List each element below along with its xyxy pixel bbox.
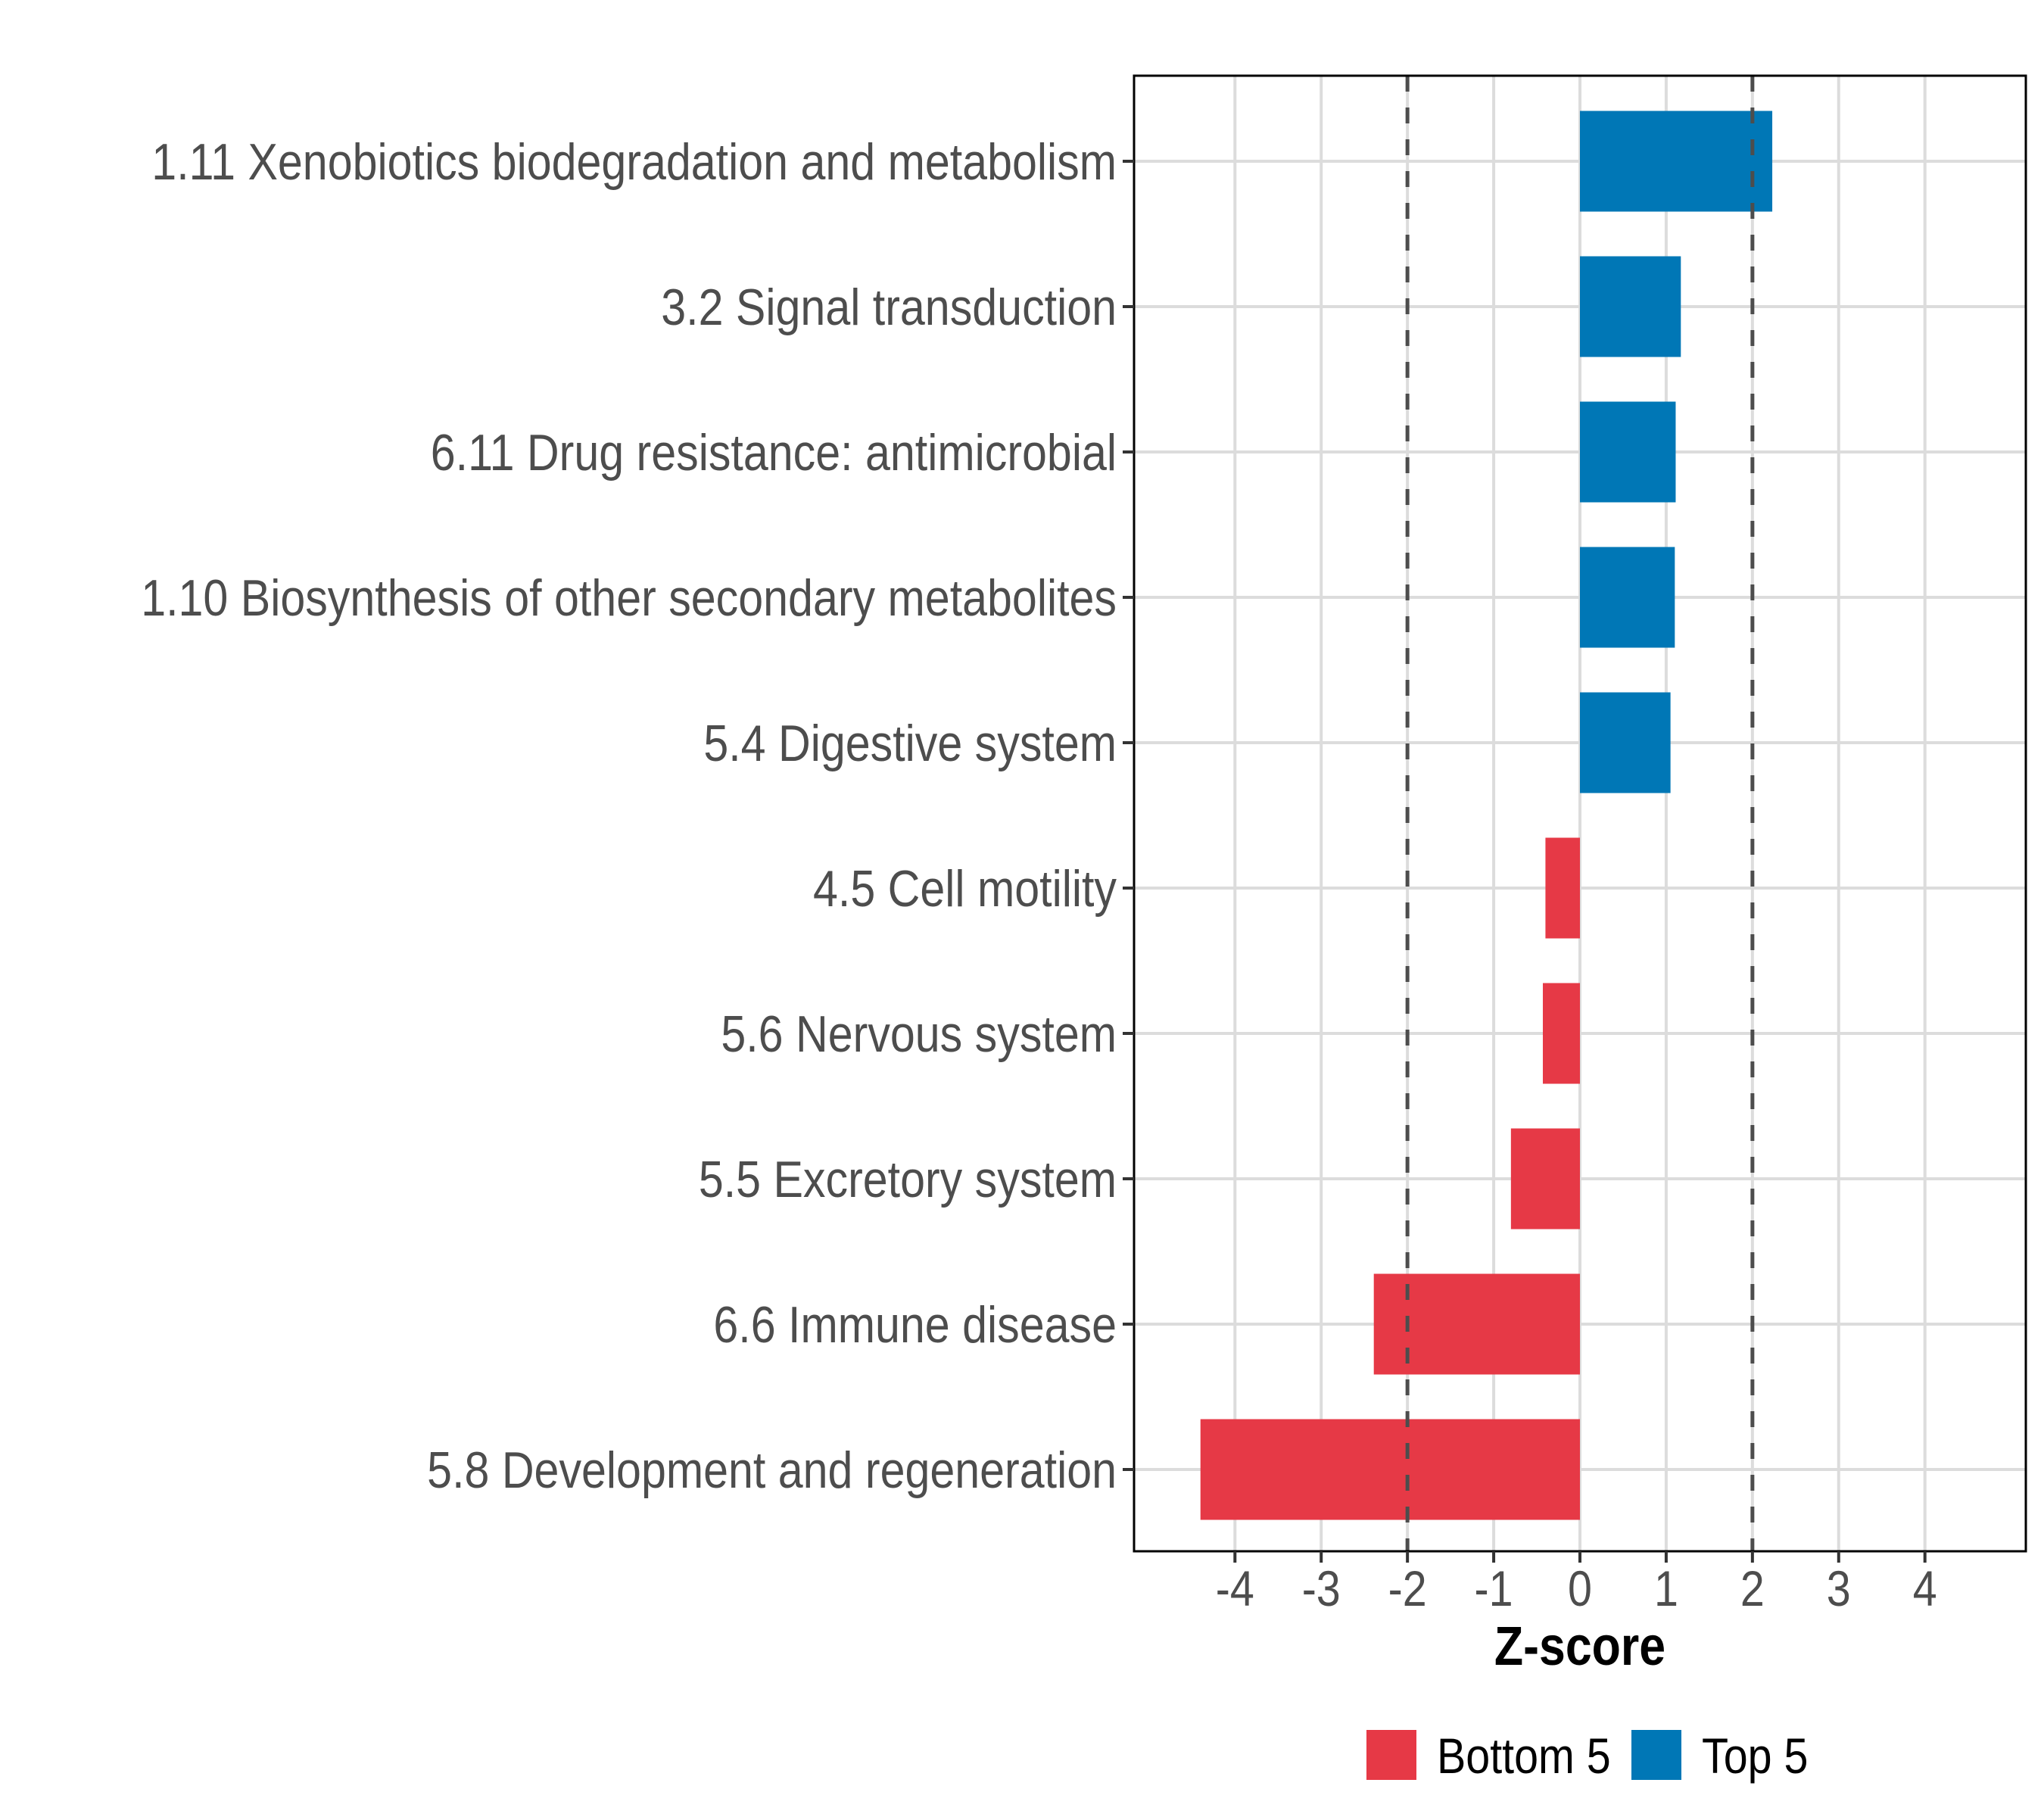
x-axis-title: Z-score: [1494, 1616, 1665, 1677]
y-tick-label: 5.5 Excretory system: [699, 1150, 1117, 1208]
x-tick-label: 0: [1568, 1561, 1592, 1617]
y-tick-label: 3.2 Signal transduction: [661, 278, 1117, 336]
x-tick-label: -4: [1216, 1561, 1254, 1617]
legend-key-bottom5: [1366, 1730, 1416, 1780]
bar-top5: [1580, 547, 1675, 648]
reference-lines: [1405, 76, 1755, 1551]
x-tick-label: -1: [1475, 1561, 1513, 1617]
bar-top5: [1580, 692, 1671, 793]
bar-top5: [1580, 111, 1773, 212]
x-tick-label: 3: [1827, 1561, 1851, 1617]
x-tick-label: 1: [1654, 1561, 1678, 1617]
bar-bottom5: [1200, 1419, 1580, 1520]
x-tick-label: 4: [1913, 1561, 1937, 1617]
legend: Bottom 5 Top 5: [1366, 1728, 1808, 1784]
bar-bottom5: [1373, 1273, 1580, 1375]
x-tick-label: -2: [1388, 1561, 1427, 1617]
legend-label: Bottom 5: [1437, 1728, 1611, 1784]
bar-top5: [1580, 256, 1681, 357]
y-tick-label: 6.6 Immune disease: [713, 1295, 1117, 1354]
y-tick-label: 1.11 Xenobiotics biodegradation and meta…: [151, 132, 1117, 191]
bar-bottom5: [1545, 837, 1580, 939]
y-tick-label: 6.11 Drug resistance: antimicrobial: [431, 423, 1117, 482]
bar-bottom5: [1510, 1128, 1580, 1230]
x-tick-label: 2: [1740, 1561, 1765, 1617]
y-axis: 1.11 Xenobiotics biodegradation and meta…: [141, 132, 1134, 1499]
bar-top5: [1580, 401, 1676, 503]
y-tick-label: 5.4 Digestive system: [703, 714, 1117, 772]
y-tick-label: 5.6 Nervous system: [721, 1005, 1117, 1063]
y-tick-label: 5.8 Development and regeneration: [427, 1441, 1117, 1499]
x-tick-label: -3: [1302, 1561, 1341, 1617]
x-axis: -4 -3 -2 -1 0 1 2 3 4: [1216, 1551, 1937, 1617]
legend-label: Top 5: [1702, 1728, 1808, 1784]
legend-key-top5: [1631, 1730, 1681, 1780]
y-tick-label: 4.5 Cell motility: [813, 859, 1117, 918]
y-tick-label: 1.10 Biosynthesis of other secondary met…: [141, 569, 1117, 627]
bar-bottom5: [1543, 983, 1580, 1084]
